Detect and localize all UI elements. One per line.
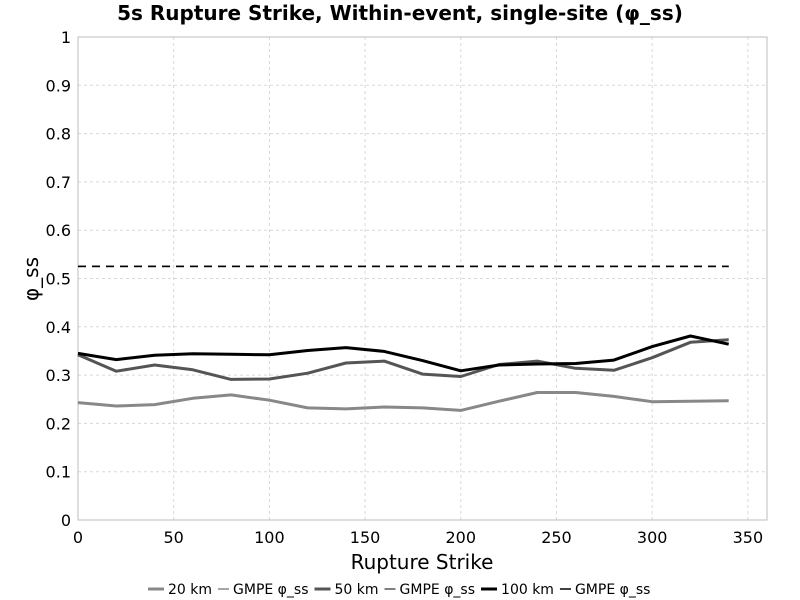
y-tick-label: 1	[61, 28, 71, 47]
series-layer	[77, 265, 730, 412]
x-tick-label: 350	[733, 528, 764, 547]
legend: 20 km GMPE φ_ss 50 km GMPE φ_ss 100 km GMPE φ…	[148, 582, 650, 598]
x-tick-label: 200	[446, 528, 477, 547]
y-tick-label: 0.4	[46, 318, 71, 337]
legend-label-0: 20 km	[168, 582, 212, 598]
x-tick-label: 50	[164, 528, 184, 547]
y-tick-label: 0.3	[46, 366, 71, 385]
y-tick-label: 0.1	[46, 463, 71, 482]
y-axis-label: φ_ss	[19, 257, 43, 301]
y-tick-label: 0.2	[46, 414, 71, 433]
x-tick-label: 150	[350, 528, 381, 547]
legend-label-2: 50 km	[335, 582, 379, 598]
x-tick-label: 0	[73, 528, 83, 547]
x-tick-label: 100	[254, 528, 285, 547]
chart-title: 5s Rupture Strike, Within-event, single-…	[117, 1, 683, 25]
legend-label-4: 100 km	[501, 582, 554, 598]
legend-label-5: GMPE φ_ss	[575, 582, 651, 598]
series-line-0	[77, 391, 729, 412]
plot-frame	[77, 36, 768, 521]
y-tick-label: 0.7	[46, 173, 71, 192]
tick-labels: 0 50 100 150 200 250 300 350 0 0.1 0.2 0.3 0.4 0.5 0.6…	[46, 28, 764, 547]
grid	[77, 36, 767, 521]
x-axis-label: Rupture Strike	[351, 550, 494, 574]
legend-label-3: GMPE φ_ss	[400, 582, 476, 598]
y-tick-label: 0.9	[46, 76, 71, 95]
y-tick-label: 0.6	[46, 221, 71, 240]
legend-label-1: GMPE φ_ss	[233, 582, 309, 598]
y-tick-label: 0.5	[46, 270, 71, 289]
series-line-4	[77, 334, 730, 373]
y-tick-label: 0.8	[46, 125, 71, 144]
series-line-2	[77, 338, 729, 381]
x-tick-label: 300	[637, 528, 668, 547]
x-tick-label: 250	[541, 528, 572, 547]
y-tick-label: 0	[61, 511, 71, 530]
